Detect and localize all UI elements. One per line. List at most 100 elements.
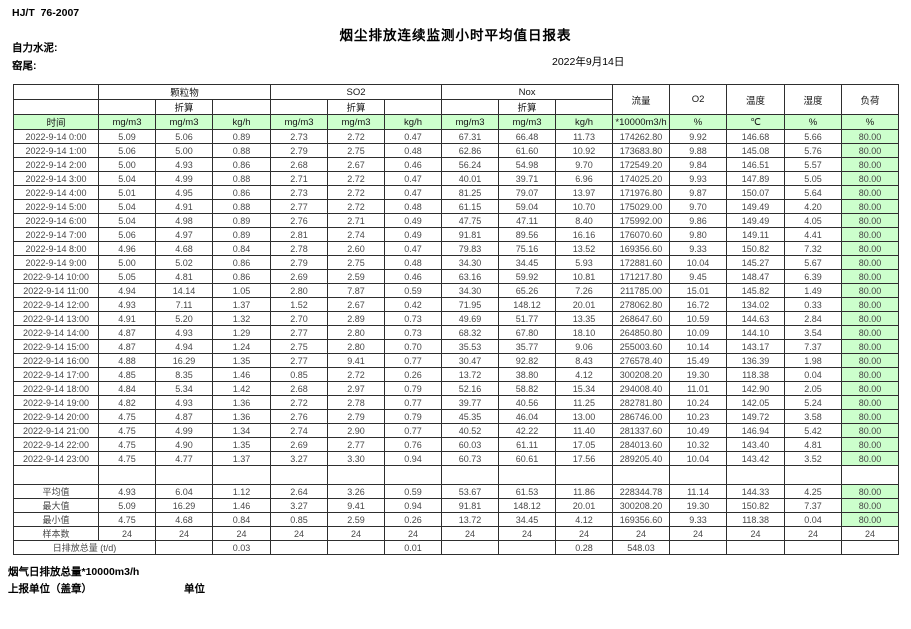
- value-cell: 0.86: [211, 255, 272, 270]
- data-row: 2022-9-14 14:00 4.87 4.93 1.29 2.77 2.80 0.73 6…: [13, 325, 900, 340]
- value-cell: 2.78: [270, 241, 329, 256]
- summary-value-cell: 24: [155, 526, 213, 541]
- value-cell: 1.35: [211, 353, 272, 368]
- value-cell: 5.67: [784, 255, 843, 270]
- value-cell: 4.81: [784, 437, 843, 452]
- summary-value-cell: 24: [498, 526, 557, 541]
- value-cell: 0.73: [384, 311, 443, 326]
- value-cell: 38.80: [498, 367, 557, 382]
- value-cell: 9.45: [669, 269, 728, 284]
- data-row: 2022-9-14 22:00 4.75 4.90 1.35 2.69 2.77 0.76 6…: [13, 437, 900, 452]
- value-cell: 4.90: [155, 437, 213, 452]
- value-cell: 174025.20: [612, 171, 671, 186]
- empty-cell: [669, 465, 728, 485]
- summary-row: 平均值 4.93 6.04 1.12 2.64 3.26 0.59 53.67 61.53 11.…: [13, 484, 900, 499]
- summary-value-cell: 7.37: [784, 498, 843, 513]
- summary-value-cell: 0.59: [384, 484, 443, 499]
- value-cell: 4.84: [98, 381, 156, 396]
- summary-value-cell: 91.81: [441, 498, 500, 513]
- empty-cell: [211, 465, 272, 485]
- value-cell: 10.92: [555, 143, 614, 158]
- value-cell: 11.73: [555, 129, 614, 144]
- value-cell: 10.09: [669, 325, 728, 340]
- value-cell: 39.71: [498, 171, 557, 186]
- value-cell: 80.00: [841, 129, 900, 144]
- monitor-point-label: 窑尾:: [12, 60, 37, 72]
- value-cell: 142.05: [726, 395, 786, 410]
- value-cell: 11.01: [669, 381, 728, 396]
- spacer-cell: [555, 99, 614, 115]
- summary-value-cell: 4.25: [784, 484, 843, 499]
- value-cell: 175992.00: [612, 213, 671, 228]
- value-cell: 294008.40: [612, 381, 671, 396]
- value-cell: 81.25: [441, 185, 500, 200]
- value-cell: 173683.80: [612, 143, 671, 158]
- daily-total-value-cell: 548.03: [612, 540, 671, 555]
- summary-value-cell: 11.86: [555, 484, 614, 499]
- value-cell: 171976.80: [612, 185, 671, 200]
- value-cell: 47.75: [441, 213, 500, 228]
- value-cell: 5.93: [555, 255, 614, 270]
- value-cell: 5.20: [155, 311, 213, 326]
- value-cell: 80.00: [841, 353, 900, 368]
- value-cell: 2.72: [327, 129, 386, 144]
- time-cell: 2022-9-14 0:00: [13, 129, 99, 144]
- value-cell: 276578.40: [612, 353, 671, 368]
- value-cell: 0.86: [211, 185, 272, 200]
- summary-value-cell: 3.27: [270, 498, 329, 513]
- value-cell: 30.47: [441, 353, 500, 368]
- value-cell: 2.75: [270, 339, 329, 354]
- value-cell: 4.93: [155, 157, 213, 172]
- unit-cell: kg/h: [211, 114, 272, 130]
- value-cell: 1.05: [211, 283, 272, 298]
- value-cell: 39.77: [441, 395, 500, 410]
- summary-value-cell: 24: [98, 526, 156, 541]
- time-cell: 2022-9-14 18:00: [13, 381, 99, 396]
- value-cell: 80.00: [841, 339, 900, 354]
- value-cell: 89.56: [498, 227, 557, 242]
- value-cell: 4.95: [155, 185, 213, 200]
- daily-total-row: 日排放总量 (t/d) 0.03 0.01 0.28 548.03: [13, 540, 900, 555]
- daily-total-value-cell: [726, 540, 786, 555]
- value-cell: 0.89: [211, 213, 272, 228]
- corner-cell-2: [13, 99, 99, 115]
- time-cell: 2022-9-14 21:00: [13, 423, 99, 438]
- value-cell: 80.00: [841, 227, 900, 242]
- value-cell: 8.43: [555, 353, 614, 368]
- value-cell: 149.49: [726, 213, 786, 228]
- value-cell: 5.01: [98, 185, 156, 200]
- value-cell: 80.00: [841, 381, 900, 396]
- time-cell: 2022-9-14 20:00: [13, 409, 99, 424]
- summary-value-cell: 20.01: [555, 498, 614, 513]
- value-cell: 5.00: [98, 255, 156, 270]
- value-cell: 2.79: [270, 143, 329, 158]
- value-cell: 80.00: [841, 213, 900, 228]
- value-cell: 0.48: [384, 255, 443, 270]
- value-cell: 10.59: [669, 311, 728, 326]
- value-cell: 0.77: [384, 353, 443, 368]
- value-cell: 80.00: [841, 241, 900, 256]
- value-cell: 2.77: [270, 325, 329, 340]
- value-cell: 2.77: [270, 199, 329, 214]
- empty-cell: [498, 465, 557, 485]
- value-cell: 5.00: [155, 143, 213, 158]
- summary-value-cell: 150.82: [726, 498, 786, 513]
- spacer-cell: [211, 99, 272, 115]
- summary-value-cell: 0.26: [384, 512, 443, 527]
- group-so2: SO2: [270, 84, 443, 100]
- value-cell: 150.82: [726, 241, 786, 256]
- value-cell: 4.05: [784, 213, 843, 228]
- value-cell: 4.85: [98, 367, 156, 382]
- value-cell: 4.82: [98, 395, 156, 410]
- value-cell: 11.40: [555, 423, 614, 438]
- summary-value-cell: 24: [669, 526, 728, 541]
- value-cell: 0.04: [784, 367, 843, 382]
- time-cell: 2022-9-14 16:00: [13, 353, 99, 368]
- value-cell: 9.93: [669, 171, 728, 186]
- value-cell: 145.27: [726, 255, 786, 270]
- value-cell: 0.86: [211, 157, 272, 172]
- value-cell: 136.39: [726, 353, 786, 368]
- value-cell: 2.80: [327, 325, 386, 340]
- value-cell: 5.64: [784, 185, 843, 200]
- value-cell: 61.60: [498, 143, 557, 158]
